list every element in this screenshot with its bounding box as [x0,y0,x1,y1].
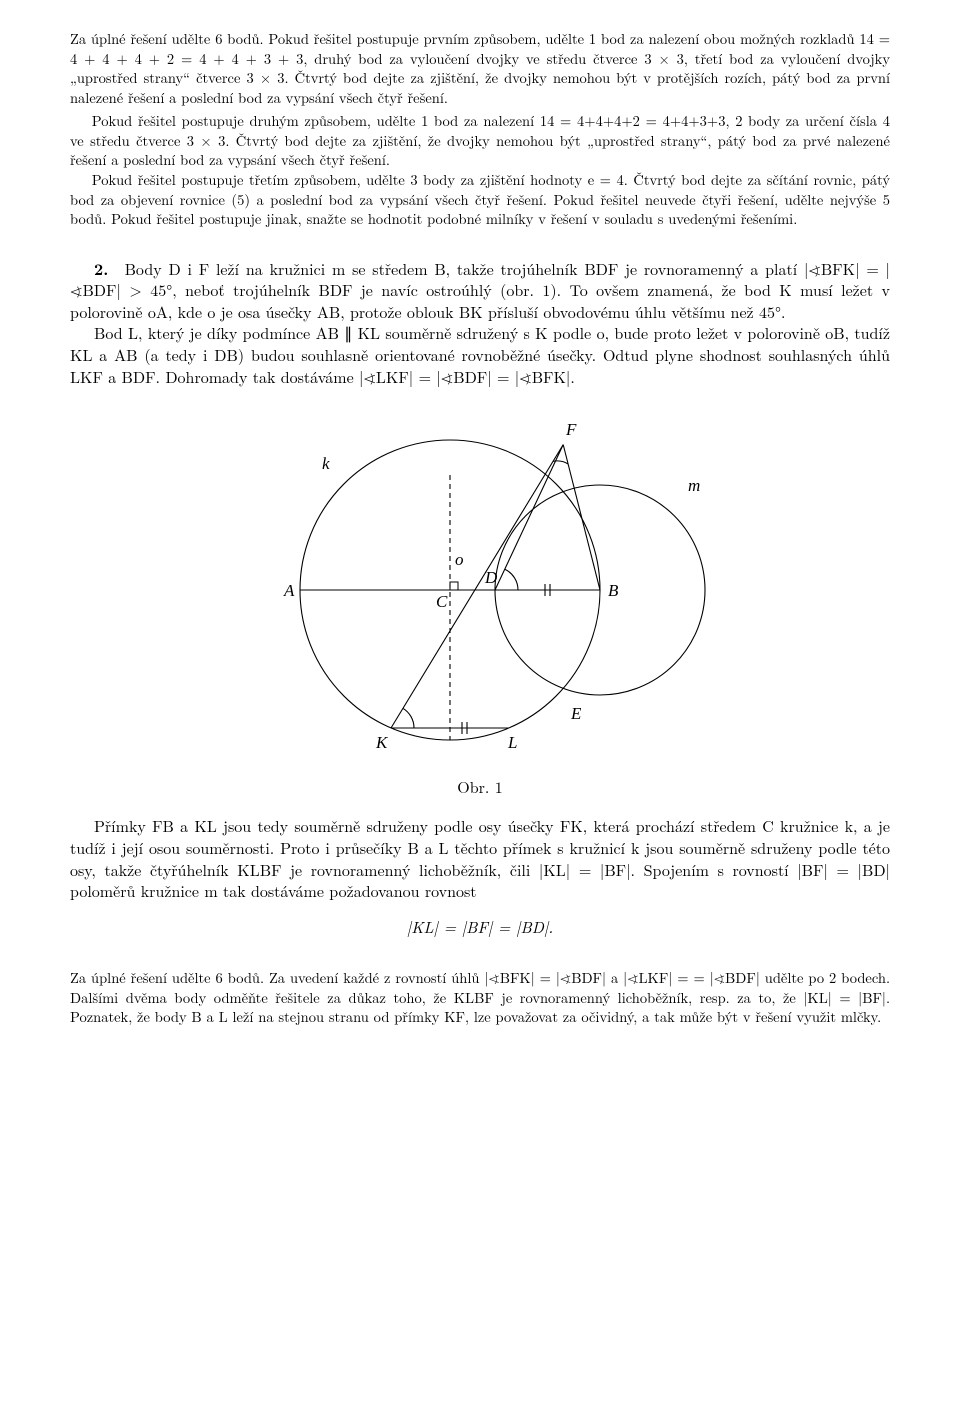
label-k: k [322,454,330,473]
prob2-eq: |KL| = |BF| = |BD|. [70,916,890,938]
label-C: C [436,592,448,611]
grading1-p1: Za úplné řešení udělte 6 bodů. Pokud řeš… [70,30,890,108]
label-B: B [608,581,619,600]
grading1-p2: Pokud řešitel postupuje druhým způsobem,… [70,112,890,171]
label-A: A [283,581,295,600]
prob2-number: 2. [94,257,108,280]
prob2-p1-text: Body D i F leží na kružnici m se středem… [70,257,890,323]
prob2-eq-text: |KL| = |BF| = |BD|. [407,915,553,938]
angle-K [403,708,414,728]
figure-1: k F m o A C D B E K L [70,405,890,770]
figure-caption: Obr. 1 [70,776,890,798]
segment-KF [391,445,563,728]
segment-DF [495,445,563,590]
grading2-p1: Za úplné řešení udělte 6 bodů. Za uveden… [70,969,890,1028]
figure-svg: k F m o A C D B E K L [250,405,710,765]
label-D: D [484,568,498,587]
right-angle-mark [450,582,458,590]
prob2-p2: Bod L, který je díky podmínce AB ∥ KL so… [70,322,890,387]
label-L: L [507,733,517,752]
label-E: E [570,704,582,723]
segment-BF [563,445,600,590]
prob2-p3: Přímky FB a KL jsou tedy souměrně sdruže… [70,815,890,901]
angle-D [505,569,518,590]
label-o: o [455,550,464,569]
grading1-p3: Pokud řešitel postupuje třetím způsobem,… [70,171,890,230]
label-K: K [375,733,389,752]
label-F: F [565,420,577,439]
prob2-p1: 2. Body D i F leží na kružnici m se stře… [70,258,890,323]
label-m: m [688,476,700,495]
